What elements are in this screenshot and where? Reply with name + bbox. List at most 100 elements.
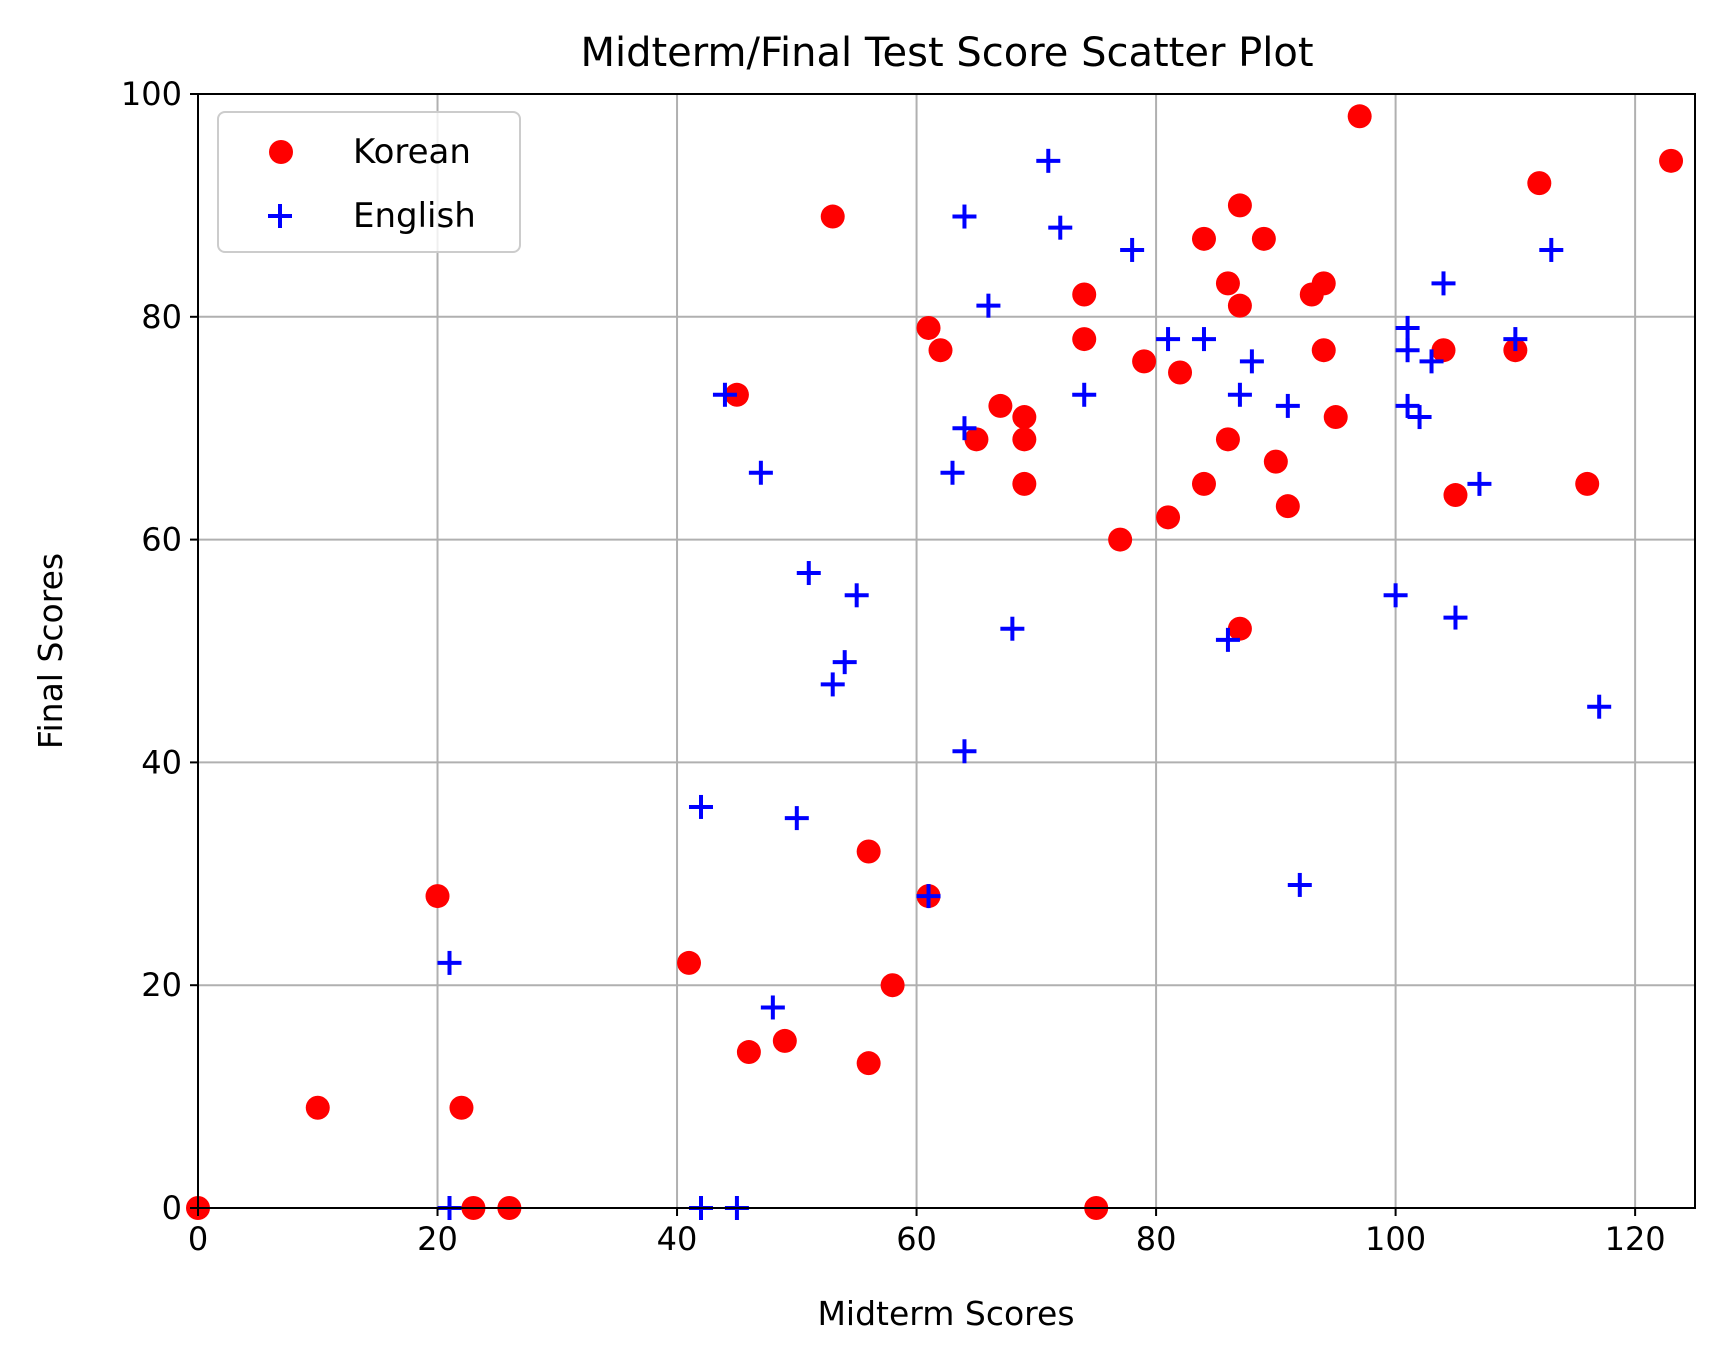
y-axis-label: Final Scores bbox=[31, 553, 70, 749]
data-point-korean bbox=[1311, 271, 1336, 296]
data-point-english bbox=[748, 460, 773, 485]
data-point-korean bbox=[820, 204, 845, 229]
data-point-english bbox=[916, 884, 941, 909]
data-point-english bbox=[712, 382, 737, 407]
data-point-korean bbox=[1215, 427, 1240, 452]
data-point-korean bbox=[1263, 449, 1288, 474]
data-point-english bbox=[1191, 327, 1216, 352]
data-point-english bbox=[784, 806, 809, 831]
plot-frame bbox=[197, 93, 1696, 1209]
data-point-korean bbox=[916, 315, 941, 340]
data-point-korean bbox=[1575, 471, 1600, 496]
x-tick-label: 20 bbox=[417, 1220, 458, 1258]
data-point-korean bbox=[1323, 405, 1348, 430]
y-tick-label: 100 bbox=[121, 75, 182, 113]
data-point-korean bbox=[425, 884, 450, 909]
legend-marker-korean bbox=[269, 140, 293, 164]
data-point-korean bbox=[856, 839, 881, 864]
data-point-korean bbox=[1168, 360, 1193, 385]
data-point-korean bbox=[1132, 349, 1157, 374]
data-point-korean bbox=[1275, 494, 1300, 519]
legend-box bbox=[217, 111, 521, 253]
data-point-english bbox=[1539, 237, 1564, 262]
data-point-english bbox=[1036, 148, 1061, 173]
data-point-english bbox=[952, 416, 977, 441]
data-point-korean bbox=[1431, 338, 1456, 363]
data-point-korean bbox=[1191, 471, 1216, 496]
x-tick-label: 100 bbox=[1365, 1220, 1426, 1258]
data-point-korean bbox=[964, 427, 989, 452]
data-point-korean bbox=[1191, 226, 1216, 251]
data-point-english bbox=[940, 460, 965, 485]
data-point-english bbox=[437, 950, 462, 975]
data-point-korean bbox=[1072, 327, 1097, 352]
legend-label-english: English bbox=[353, 196, 476, 236]
data-point-english bbox=[1120, 237, 1145, 262]
data-point-english bbox=[1275, 393, 1300, 418]
data-point-korean bbox=[1012, 471, 1037, 496]
data-point-korean bbox=[1072, 282, 1097, 307]
data-point-english bbox=[844, 583, 869, 608]
data-point-english bbox=[832, 650, 857, 675]
data-point-korean bbox=[1251, 226, 1276, 251]
data-point-korean bbox=[1311, 338, 1336, 363]
data-point-english bbox=[952, 739, 977, 764]
data-point-english bbox=[1287, 872, 1312, 897]
data-point-korean bbox=[1227, 293, 1252, 318]
data-point-english bbox=[1156, 327, 1181, 352]
data-point-english bbox=[1587, 694, 1612, 719]
data-point-english bbox=[820, 672, 845, 697]
legend: Korean English bbox=[217, 111, 521, 253]
data-point-korean bbox=[1215, 271, 1240, 296]
data-point-english bbox=[1467, 471, 1492, 496]
data-point-english bbox=[952, 204, 977, 229]
data-point-english bbox=[1395, 338, 1420, 363]
y-tick-label: 60 bbox=[141, 521, 182, 559]
data-point-english bbox=[1239, 349, 1264, 374]
axis-ticks: 0 20 40 60 80 100 120 0 20 40 60 80 100 bbox=[121, 75, 1666, 1258]
x-tick-label: 40 bbox=[657, 1220, 698, 1258]
y-tick-label: 80 bbox=[141, 298, 182, 336]
data-point-korean bbox=[1527, 171, 1552, 196]
y-tick-label: 40 bbox=[141, 743, 182, 781]
data-point-korean bbox=[1227, 616, 1252, 641]
data-point-english bbox=[1419, 349, 1444, 374]
data-point-english bbox=[1383, 583, 1408, 608]
data-point-korean bbox=[1012, 405, 1037, 430]
data-point-english bbox=[976, 293, 1001, 318]
data-point-english bbox=[1503, 327, 1528, 352]
data-point-korean bbox=[305, 1095, 330, 1120]
data-point-korean bbox=[856, 1051, 881, 1076]
x-axis-label: Midterm Scores bbox=[817, 1294, 1074, 1333]
data-point-korean bbox=[772, 1028, 797, 1053]
data-point-korean bbox=[880, 973, 905, 998]
data-point-korean bbox=[449, 1095, 474, 1120]
data-point-english bbox=[1395, 393, 1420, 418]
data-point-english bbox=[1443, 605, 1468, 630]
data-point-korean bbox=[1443, 483, 1468, 508]
data-point-english bbox=[1048, 215, 1073, 240]
data-point-english bbox=[760, 995, 785, 1020]
data-point-english bbox=[1000, 616, 1025, 641]
data-point-english bbox=[1072, 382, 1097, 407]
data-point-english bbox=[1227, 382, 1252, 407]
legend-marker-english bbox=[268, 204, 292, 228]
x-tick-label: 80 bbox=[1136, 1220, 1177, 1258]
data-point-korean bbox=[677, 950, 702, 975]
chart-title: Midterm/Final Test Score Scatter Plot bbox=[580, 30, 1313, 76]
legend-label-korean: Korean bbox=[353, 132, 471, 172]
data-point-korean bbox=[1012, 427, 1037, 452]
x-tick-label: 0 bbox=[188, 1220, 208, 1258]
data-point-english bbox=[796, 561, 821, 586]
data-point-korean bbox=[1227, 193, 1252, 218]
y-tick-label: 20 bbox=[141, 966, 182, 1004]
data-point-korean bbox=[988, 393, 1013, 418]
data-point-english bbox=[1215, 627, 1240, 652]
data-point-korean bbox=[1108, 527, 1133, 552]
data-point-korean bbox=[1347, 104, 1372, 129]
x-tick-label: 60 bbox=[896, 1220, 937, 1258]
data-point-korean bbox=[1659, 148, 1684, 173]
data-point-korean bbox=[1156, 505, 1181, 530]
data-point-english bbox=[1431, 271, 1456, 296]
